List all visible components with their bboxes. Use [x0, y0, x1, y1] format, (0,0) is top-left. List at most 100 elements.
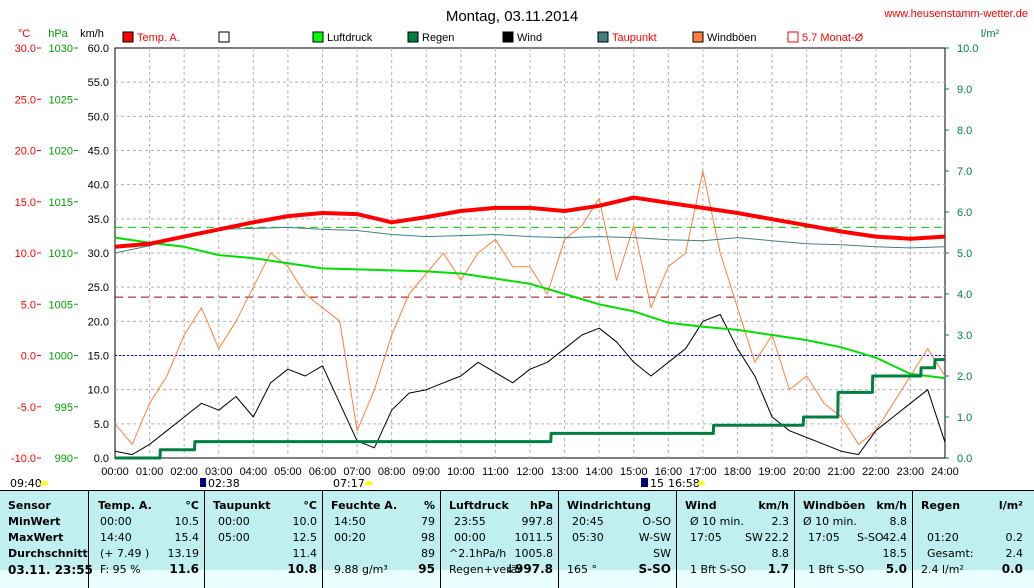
dew-current: 10.8: [287, 562, 317, 576]
dew-header: Taupunkt: [213, 499, 271, 512]
x-tick-label: 04:00: [240, 466, 268, 478]
dew-avg: 11.4: [292, 547, 318, 560]
chart-legend: Temp. A. Luftdruck Regen Wind Taupunkt Windbö…: [122, 31, 864, 44]
x-tick-label: 01:00: [136, 466, 164, 478]
temp-unit: °C: [185, 499, 199, 512]
wind-unit-label: km/h: [80, 28, 104, 40]
temp-tick-label: 25.0: [15, 94, 36, 106]
website-link[interactable]: www.heusenstamm-wetter.de: [883, 8, 1028, 20]
x-tick-label: 12:00: [516, 466, 544, 478]
row-label-avg: Durchschnitt: [8, 547, 88, 560]
daylength-label: 09:40: [10, 477, 42, 490]
x-tick-label: 02:00: [170, 466, 198, 478]
gust-avg10: 8.8: [889, 515, 908, 528]
press-header: Luftdruck: [449, 499, 509, 512]
dew-unit: °C: [303, 499, 317, 512]
current-row-background: [0, 570, 1034, 588]
row-label-current: 03.11. 23:55: [8, 563, 93, 577]
x-tick-label: 22:00: [862, 466, 890, 478]
wind-tick-label: 60.0: [88, 43, 109, 55]
x-tick-label: 00:00: [101, 466, 129, 478]
legend-swatch: [122, 31, 134, 43]
x-tick-label: 14:00: [585, 466, 613, 478]
temp-max: 15.4: [174, 531, 200, 544]
col-press: Luftdruck hPa 23:55 997.8 00:00 1011.5 ^…: [440, 491, 559, 588]
press-current: ↓997.8: [504, 562, 553, 576]
temp-tick-label: 30.0: [15, 43, 36, 55]
temp-tick-label: 20.0: [15, 146, 36, 158]
col-temp: Temp. A. °C 00:00 10.5 14:40 15.4 (+ 7.4…: [88, 491, 205, 588]
rain-tick-label: 3.0: [957, 330, 972, 342]
dew-max-time: 05:00: [218, 531, 250, 544]
dew-min: 10.0: [292, 515, 318, 528]
wind-tick-label: 0.0: [94, 453, 109, 465]
sun-marker-label: 02:38: [208, 477, 240, 490]
chart-title: Montag, 03.11.2014: [446, 8, 578, 25]
hum-max-time: 00:20: [334, 531, 366, 544]
wind-tick-label: 15.0: [88, 351, 109, 363]
hum-current: 95: [418, 562, 435, 576]
wind-tick-label: 40.0: [88, 180, 109, 192]
series-windb-en: [114, 170, 946, 445]
rain-header: Regen: [921, 499, 961, 512]
dir-degrees: 165 °: [567, 563, 597, 576]
hum-unit: %: [423, 499, 435, 512]
x-tick-label: 18:00: [724, 466, 752, 478]
legend-swatch: [597, 31, 609, 43]
hum-min-time: 14:50: [334, 515, 366, 528]
legend-label: 5.7 Monat-Ø: [802, 32, 864, 44]
wind-tick-label: 10.0: [88, 385, 109, 397]
dir-max-time: 05:30: [572, 531, 604, 544]
series-temp-a: [114, 195, 946, 249]
x-tick-label: 05:00: [274, 466, 302, 478]
rain-tick-label: 6.0: [957, 207, 972, 219]
legend-swatch: [312, 31, 324, 43]
legend-label: Windböen: [707, 32, 757, 44]
x-tick-label: 10:00: [447, 466, 475, 478]
sunrise-tick-icon: [365, 481, 373, 485]
col-wind: Wind km/h Ø 10 min. 2.3 17:05 SW 22.2 8.…: [676, 491, 795, 588]
x-tick-label: 13:00: [551, 466, 579, 478]
weather-chart: Montag, 03.11.2014 www.heusenstamm-wette…: [11, 8, 1028, 478]
press-unit: hPa: [529, 499, 553, 512]
temp-max-time: 14:40: [100, 531, 132, 544]
rain-tick-label: 8.0: [957, 125, 972, 137]
press-tick-label: 995: [55, 402, 73, 414]
legend-swatch: [502, 31, 514, 43]
x-tick-label: 03:00: [205, 466, 233, 478]
wind-tick-label: 45.0: [88, 146, 109, 158]
wind-max-dir: SW: [745, 531, 763, 544]
legend-label: Wind: [517, 32, 542, 44]
legend-label: Regen: [422, 32, 454, 44]
col-hum: Feuchte A. % 14:50 79 00:20 98 89 9.88 g…: [322, 491, 441, 588]
x-tick-label: 21:00: [827, 466, 855, 478]
press-tick-label: 1010: [49, 248, 73, 260]
rain-current: 0.0: [1001, 562, 1023, 576]
press-avg: 1005.8: [514, 547, 554, 560]
row-label-max: MaxWert: [8, 531, 64, 544]
dir-avg: SW: [653, 547, 671, 560]
dir-current: S-SO: [638, 562, 671, 576]
legend-label: Temp. A.: [137, 32, 180, 44]
x-tick-label: 09:00: [412, 466, 440, 478]
wind-tick-label: 25.0: [88, 282, 109, 294]
rain-total-label: Gesamt:: [927, 547, 974, 560]
hum-header: Feuchte A.: [331, 499, 398, 512]
sunset-tick-icon: [697, 481, 705, 485]
press-tick-label: 1025: [49, 94, 73, 106]
moon-label: 15: [650, 477, 664, 490]
legend-label: Taupunkt: [612, 32, 657, 44]
temp-feel: F: 95 %: [100, 563, 141, 576]
hum-avg: 89: [421, 547, 435, 560]
wind-tick-label: 20.0: [88, 316, 109, 328]
wind-tick-label: 30.0: [88, 248, 109, 260]
x-tick-label: 20:00: [793, 466, 821, 478]
legend-swatch: [218, 31, 230, 43]
temp-tick-label: 0.0: [21, 351, 36, 363]
col-dir: Windrichtung 20:45 O-SO 05:30 W-SW SW 16…: [558, 491, 677, 588]
series-wind: [114, 314, 946, 456]
temp-tick-label: 15.0: [15, 197, 36, 209]
press-tick-label: 1000: [49, 351, 73, 363]
dew-min-time: 00:00: [218, 515, 250, 528]
series-taupunkt: [114, 226, 946, 254]
